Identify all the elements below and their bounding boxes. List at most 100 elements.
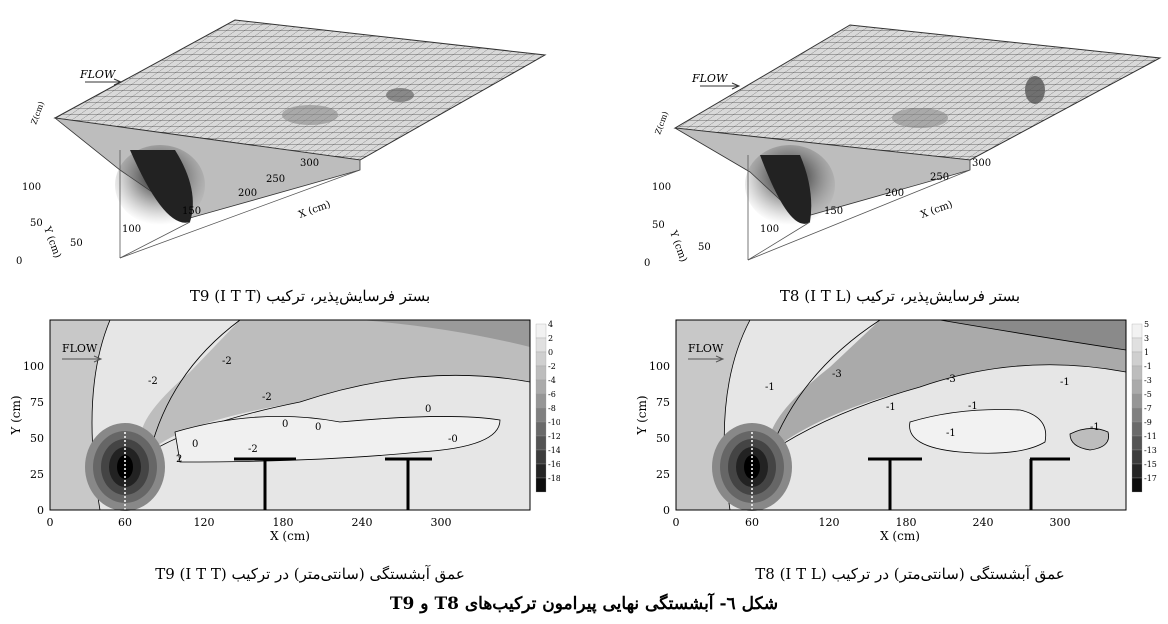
contour-label: -1 xyxy=(1090,422,1100,433)
surface-plot-t9: FLOW Z(cm) X (cm) Y (cm) 50 100 150 200 … xyxy=(16,19,547,267)
x-tick: 0 xyxy=(673,516,680,529)
x-tick: 200 xyxy=(885,188,904,199)
y-tick: 75 xyxy=(30,396,44,409)
x-tick: 250 xyxy=(266,174,285,185)
x-axis-label: X (cm) xyxy=(270,529,310,543)
contour-line xyxy=(909,409,1047,454)
colorbar xyxy=(1131,323,1143,493)
flow-label: FLOW xyxy=(79,68,117,81)
x-tick: 300 xyxy=(972,158,991,169)
x-tick: 50 xyxy=(698,242,711,253)
x-tick: 120 xyxy=(819,516,840,529)
x-tick: 0 xyxy=(47,516,54,529)
y-tick: 100 xyxy=(23,360,44,373)
y-axis-label: Y (cm) xyxy=(41,224,63,259)
colorbar-label: -4 xyxy=(548,376,556,385)
contour-label: -2 xyxy=(262,392,272,403)
x-tick: 180 xyxy=(896,516,917,529)
y-tick: 50 xyxy=(30,432,44,445)
y-tick: 0 xyxy=(663,504,670,517)
contour-label: -1 xyxy=(946,428,956,439)
flow-label: FLOW xyxy=(62,342,98,355)
y-tick: 100 xyxy=(22,182,41,193)
caption-contour-t8: عمق آبشستگی (سانتی‌متر) در ترکیب (I T L)… xyxy=(755,565,1065,583)
contour-label: -3 xyxy=(832,369,842,380)
colorbar-label: -17 xyxy=(1144,474,1157,483)
y-tick: 25 xyxy=(30,468,44,481)
y-tick: 50 xyxy=(30,218,43,229)
colorbar-label: -14 xyxy=(548,446,560,455)
surface-mesh xyxy=(675,25,1160,160)
x-tick: 300 xyxy=(431,516,452,529)
contour-label: -0 xyxy=(448,434,458,445)
contour-line xyxy=(939,319,1127,351)
x-tick: 300 xyxy=(1050,516,1071,529)
contour-line xyxy=(149,319,531,453)
contour-label: -2 xyxy=(222,356,232,367)
y-tick: 100 xyxy=(649,360,670,373)
contour-label: -1 xyxy=(968,401,978,412)
colorbar-label: 4 xyxy=(548,320,553,329)
colorbar-label: -6 xyxy=(548,390,556,399)
contour-line xyxy=(769,319,1127,454)
contour-plot-t8: -3 -1 -3 -1 -1 -1 -1 -1 FLOW 0 25 50 75 … xyxy=(635,319,1157,543)
y-tick: 0 xyxy=(37,504,44,517)
contour-label: -1 xyxy=(765,382,775,393)
z-axis-label: Z(cm) xyxy=(653,110,670,136)
colorbar-label: -16 xyxy=(548,460,560,469)
colorbar-label: 5 xyxy=(1144,320,1149,329)
colorbar-label: -8 xyxy=(548,404,556,413)
contour-label: 0 xyxy=(425,404,431,415)
colorbar-label: -10 xyxy=(548,418,560,427)
x-tick: 240 xyxy=(973,516,994,529)
contour-line xyxy=(174,415,501,463)
x-tick: 250 xyxy=(930,172,949,183)
flow-label: FLOW xyxy=(688,342,724,355)
contour-label: -1 xyxy=(886,402,896,413)
colorbar-label: -12 xyxy=(548,432,560,441)
y-tick: 25 xyxy=(656,468,670,481)
y-axis-label: Y (cm) xyxy=(667,228,689,263)
contour-label: 0 xyxy=(282,419,288,430)
x-ticks: 0 60 120 180 240 300 xyxy=(47,516,452,529)
x-tick: 60 xyxy=(745,516,759,529)
flow-label: FLOW xyxy=(691,72,729,85)
contour-label: 0 xyxy=(192,439,198,450)
caption-surface-t8: بستر فرسایش‌پذیر، ترکیب (I T L) T8 xyxy=(779,287,1021,305)
colorbar xyxy=(535,323,547,493)
y-tick: 0 xyxy=(16,256,22,267)
colorbar-label: -3 xyxy=(1144,376,1152,385)
x-tick: 100 xyxy=(122,224,141,235)
colorbar-label: -13 xyxy=(1144,446,1157,455)
y-tick: 0 xyxy=(644,258,650,269)
caption-surface-t9: بستر فرسایش‌پذیر، ترکیب (I T T) T9 xyxy=(189,287,431,305)
surface-plot-t8: FLOW Z(cm) X (cm) Y (cm) 50 100 150 200 … xyxy=(644,24,1162,269)
colorbar-label: -5 xyxy=(1144,390,1152,399)
colorbar-label: 3 xyxy=(1144,334,1149,343)
colorbar-label: -2 xyxy=(548,362,556,371)
colorbar-label: 0 xyxy=(548,348,553,357)
colorbar-label: -7 xyxy=(1144,404,1152,413)
colorbar-label: -18 xyxy=(548,474,560,483)
surface-mesh xyxy=(55,20,545,160)
x-axis-label: X (cm) xyxy=(880,529,920,543)
y-axis-label: Y (cm) xyxy=(9,395,23,435)
y-tick: 50 xyxy=(656,432,670,445)
colorbar-label: -15 xyxy=(1144,460,1157,469)
x-tick: 240 xyxy=(352,516,373,529)
contour-label: -3 xyxy=(946,374,956,385)
colorbar-label: -11 xyxy=(1144,432,1157,441)
contour-label: -1 xyxy=(1060,377,1070,388)
contour-label: -2 xyxy=(248,444,258,455)
contour-label: 2 xyxy=(176,454,182,465)
x-tick: 150 xyxy=(824,206,843,217)
contour-label: -2 xyxy=(148,376,158,387)
x-tick: 180 xyxy=(273,516,294,529)
contour-plot-t9: -2 -2 -2 0 0 2 -2 0 -0 0 FLOW 0 25 50 75… xyxy=(9,319,560,543)
x-tick: 100 xyxy=(760,224,779,235)
colorbar-label: -1 xyxy=(1144,362,1152,371)
colorbar-label: 2 xyxy=(548,334,553,343)
x-tick: 150 xyxy=(182,206,201,217)
y-tick: 50 xyxy=(652,220,665,231)
x-axis-label: X (cm) xyxy=(919,199,954,221)
